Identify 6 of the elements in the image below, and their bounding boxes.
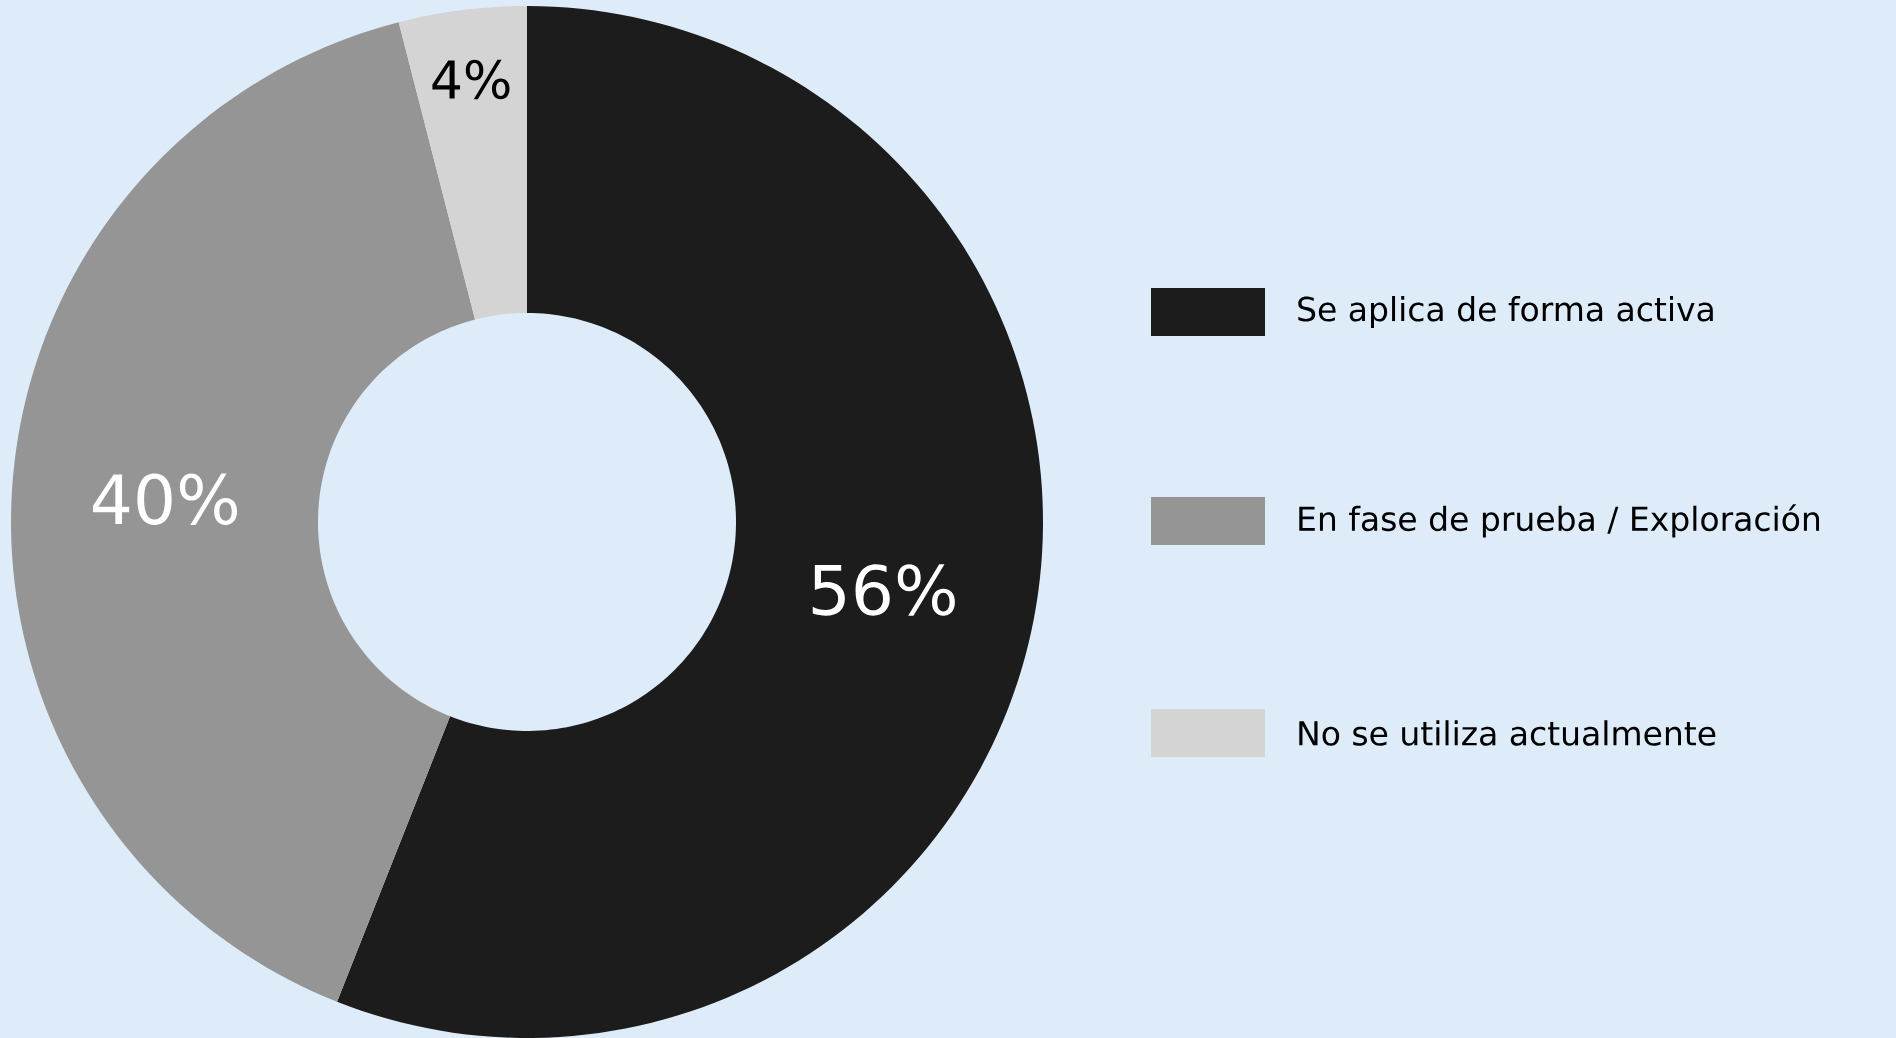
legend-label: Se aplica de forma activa xyxy=(1298,296,1713,328)
legend-label: En fase de prueba / Exploración xyxy=(1299,504,1820,538)
data-label: 4% xyxy=(432,59,510,100)
data-label: 56% xyxy=(812,564,955,616)
legend-label: No se utiliza actualmente xyxy=(1299,720,1716,746)
data-label: 40% xyxy=(92,473,238,525)
